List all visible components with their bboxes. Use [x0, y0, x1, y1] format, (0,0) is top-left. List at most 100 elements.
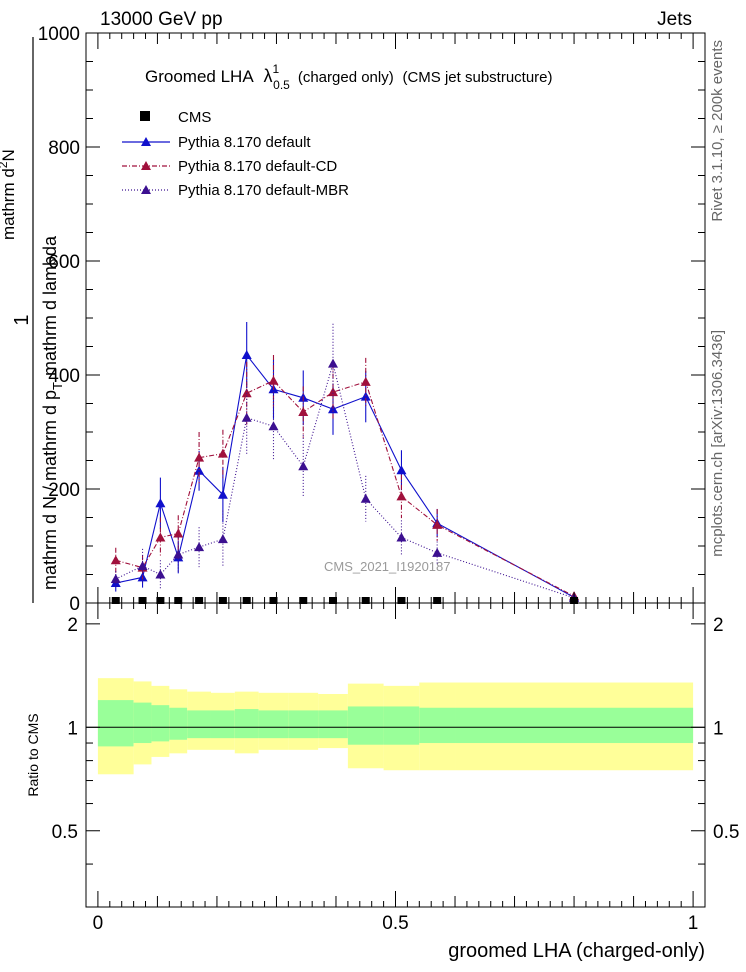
ratio-band-inner: [234, 709, 259, 739]
y-tick-label: 400: [48, 366, 80, 387]
data-point: [298, 461, 309, 471]
data-point: [137, 560, 148, 570]
cms-point: [195, 597, 204, 604]
y-label-top-tail: N: [0, 149, 18, 161]
ratio-band-inner: [318, 710, 348, 739]
y-label-top: mathrm d2N: [0, 149, 18, 240]
x-tick-label: 0.5: [382, 913, 408, 934]
data-point: [110, 574, 121, 584]
data-point: [432, 519, 443, 529]
series-line: [115, 361, 575, 599]
y-tick-label: 0: [69, 594, 80, 615]
data-point: [298, 407, 309, 417]
cms-point: [361, 597, 370, 604]
main-layer: [110, 321, 580, 604]
ratio-y-tick-label-right: 0.5: [713, 822, 739, 843]
ratio-y-tick-label-right: 2: [713, 615, 724, 636]
axes-layer: 0 200 400 600 800 1000 0 0.5 1 0.5 0.5 1 1 2 2: [38, 24, 740, 934]
x-tick-label: 1: [688, 913, 699, 934]
title-sub: 0.5: [273, 78, 290, 92]
legend: CMS Pythia 8.170 default Pythia 8.170 de…: [122, 109, 349, 199]
cms-point: [156, 597, 165, 604]
data-point: [173, 549, 184, 559]
x-tick-label: 0: [93, 913, 104, 934]
ratio-y-tick-label: 1: [67, 718, 78, 739]
data-point: [217, 448, 228, 458]
data-point: [360, 376, 371, 386]
ratio-y-tick-label: 0.5: [52, 822, 78, 843]
cms-point: [269, 597, 278, 604]
main-y-axis-label-2: mathrm d2N: [0, 149, 18, 240]
y-label-denominator-tail: mathrm d lambda: [40, 235, 60, 376]
cms-point: [218, 597, 227, 604]
side-text-mcplots: mcplots.cern.ch [arXiv:1306.3436]: [709, 330, 726, 557]
ratio-band-inner: [210, 710, 235, 739]
ratio-band-inner: [455, 707, 694, 744]
y-tick-label: 600: [48, 252, 80, 273]
y-tick-label: 800: [48, 138, 80, 159]
series-line: [115, 380, 575, 597]
ratio-layer: [86, 678, 705, 775]
side-text-rivet: Rivet 3.1.10, ≥ 200k events: [709, 40, 726, 222]
legend-marker-cms: [140, 111, 150, 121]
data-point: [194, 452, 205, 462]
data-point: [328, 358, 339, 368]
watermark: CMS_2021_I1920187: [324, 559, 451, 574]
cms-point: [111, 597, 120, 604]
y-label-top-sup: 2: [0, 161, 10, 168]
data-point: [396, 491, 407, 501]
data-point: [268, 375, 279, 385]
data-point: [328, 387, 339, 397]
legend-label-mbr: Pythia 8.170 default-MBR: [178, 182, 349, 199]
ratio-y-tick-label-right: 1: [713, 718, 724, 739]
plot-title: Groomed LHA λ1 0.5 (charged only) (CMS jet…: [145, 62, 553, 92]
data-point: [360, 391, 371, 401]
data-point: [155, 498, 166, 508]
ratio-band-inner: [151, 705, 170, 742]
data-point: [194, 465, 205, 475]
y-label-top-text: mathrm d: [0, 168, 18, 240]
legend-label-default: Pythia 8.170 default: [178, 134, 311, 151]
title-prefix: Groomed LHA: [145, 67, 254, 86]
cms-point: [299, 597, 308, 604]
cms-point: [397, 597, 406, 604]
y-label-one: 1: [11, 314, 33, 325]
title-paren1: (charged only): [298, 69, 394, 86]
data-point: [241, 412, 252, 422]
cms-point: [174, 597, 183, 604]
cms-point: [138, 597, 147, 604]
legend-marker-cd: [141, 161, 151, 170]
header-left: 13000 GeV pp: [100, 9, 223, 30]
series-line: [115, 353, 575, 598]
data-point: [328, 404, 339, 414]
data-point: [217, 534, 228, 544]
ratio-band-inner: [169, 707, 188, 740]
ratio-band-inner: [133, 702, 152, 744]
title-paren2: (CMS jet substructure): [402, 69, 552, 86]
data-point: [155, 532, 166, 542]
header-right: Jets: [657, 9, 692, 30]
cms-point: [433, 597, 442, 604]
ratio-band-inner: [419, 707, 456, 744]
data-point: [241, 350, 252, 360]
legend-marker-mbr: [141, 185, 151, 194]
ratio-band-inner: [288, 710, 319, 739]
data-point: [110, 555, 121, 565]
data-point: [217, 489, 228, 499]
data-point: [173, 528, 184, 538]
title-symbol: λ: [263, 66, 272, 86]
y-label-denominator: mathrm d N / mathrm d pTmathrm d lambda: [40, 235, 65, 590]
data-point: [396, 532, 407, 542]
y-tick-label: 1000: [38, 24, 80, 45]
legend-label-cms: CMS: [178, 109, 211, 126]
cms-point: [242, 597, 251, 604]
data-point: [396, 465, 407, 475]
data-point: [194, 542, 205, 552]
ratio-y-tick-label: 2: [67, 615, 78, 636]
legend-label-cd: Pythia 8.170 default-CD: [178, 158, 337, 175]
x-axis-label: groomed LHA (charged-only): [448, 940, 705, 962]
data-point: [432, 547, 443, 557]
title-sup: 1: [272, 62, 279, 76]
ratio-band-inner: [383, 706, 420, 745]
